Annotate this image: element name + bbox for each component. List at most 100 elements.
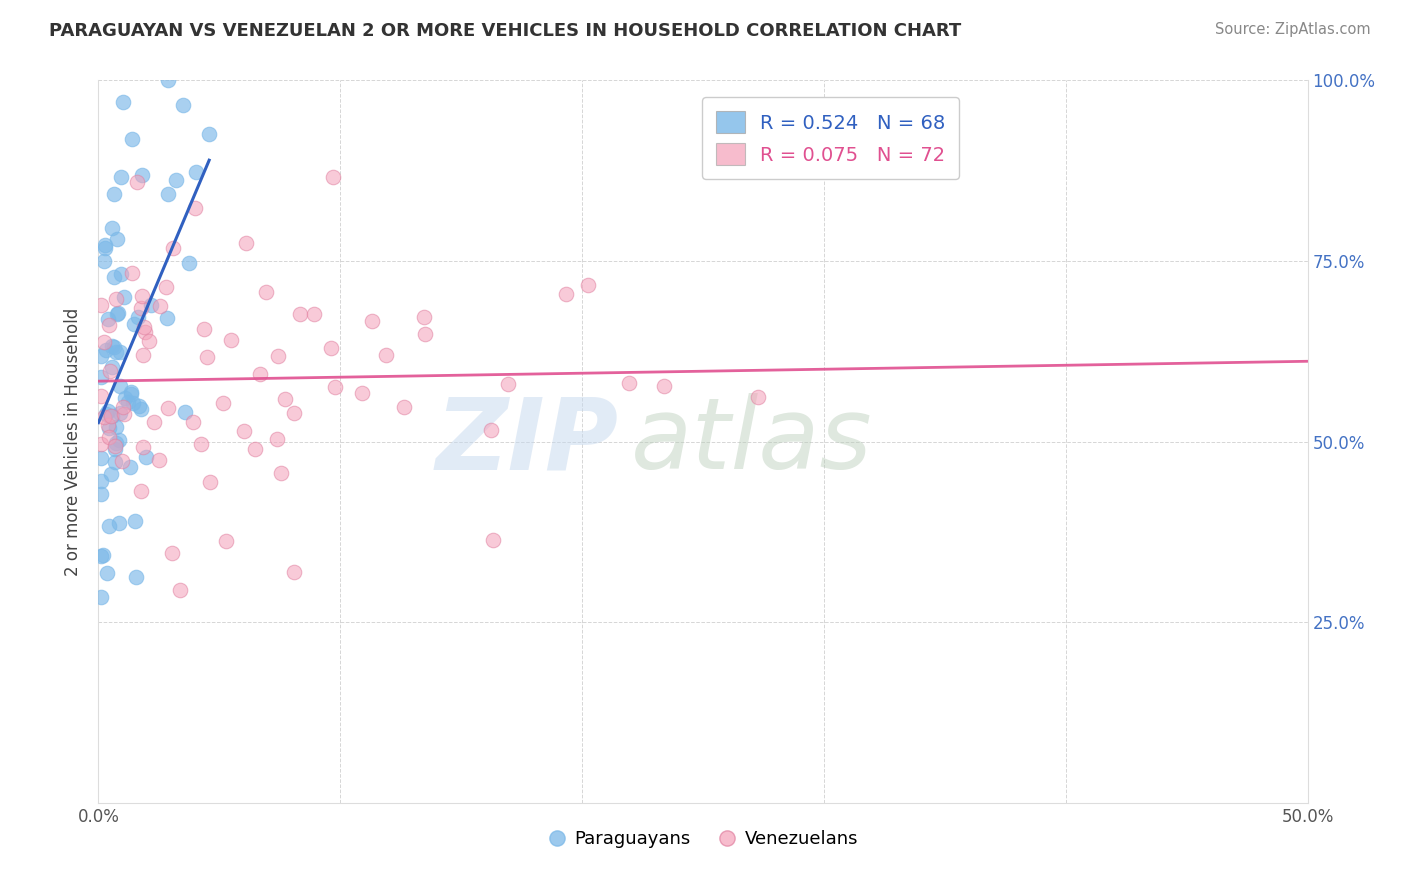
- Point: [128, 399, 150, 413]
- Point: [107, 434, 129, 448]
- Point: [98, 318, 121, 332]
- Text: atlas: atlas: [630, 393, 872, 490]
- Point: [132, 440, 155, 454]
- Point: [323, 380, 346, 394]
- Point: [481, 533, 503, 547]
- Point: [98, 420, 121, 434]
- Point: [90, 450, 112, 465]
- Point: [111, 453, 134, 467]
- Point: [288, 307, 311, 321]
- Point: [193, 322, 215, 336]
- Point: [90, 389, 112, 403]
- Point: [100, 467, 122, 481]
- Point: [319, 341, 342, 355]
- Point: [108, 345, 131, 359]
- Point: [103, 187, 125, 202]
- Point: [101, 338, 124, 352]
- Point: [108, 379, 131, 393]
- Y-axis label: 2 or more Vehicles in Household: 2 or more Vehicles in Household: [65, 308, 83, 575]
- Point: [198, 128, 221, 142]
- Point: [184, 165, 207, 179]
- Point: [110, 268, 132, 282]
- Point: [266, 349, 288, 363]
- Point: [283, 407, 305, 421]
- Point: [479, 424, 502, 438]
- Point: [90, 369, 112, 384]
- Point: [555, 287, 578, 301]
- Point: [233, 424, 256, 438]
- Point: [103, 455, 125, 469]
- Point: [90, 297, 112, 311]
- Point: [104, 436, 127, 450]
- Point: [174, 405, 197, 419]
- Point: [94, 343, 117, 358]
- Point: [322, 169, 344, 184]
- Point: [101, 220, 124, 235]
- Point: [212, 396, 235, 410]
- Point: [93, 253, 115, 268]
- Point: [375, 348, 398, 362]
- Point: [392, 400, 415, 414]
- Point: [90, 549, 112, 563]
- Point: [360, 314, 382, 328]
- Point: [143, 415, 166, 429]
- Point: [114, 290, 136, 304]
- Point: [103, 340, 125, 354]
- Point: [90, 487, 112, 501]
- Point: [132, 348, 155, 362]
- Point: [131, 168, 153, 182]
- Point: [131, 289, 153, 303]
- Point: [104, 420, 127, 434]
- Point: [103, 270, 125, 285]
- Point: [94, 241, 117, 255]
- Point: [96, 566, 118, 581]
- Point: [156, 310, 179, 325]
- Point: [412, 310, 434, 325]
- Point: [110, 170, 132, 185]
- Point: [117, 394, 139, 409]
- Point: [195, 350, 218, 364]
- Point: [121, 266, 143, 280]
- Point: [157, 187, 180, 202]
- Point: [108, 406, 131, 420]
- Point: [124, 514, 146, 528]
- Point: [747, 390, 769, 404]
- Point: [114, 391, 136, 405]
- Point: [97, 311, 120, 326]
- Point: [91, 548, 114, 562]
- Point: [112, 407, 135, 421]
- Point: [172, 98, 194, 112]
- Point: [122, 396, 145, 410]
- Point: [107, 305, 129, 319]
- Point: [576, 278, 599, 293]
- Point: [165, 173, 187, 187]
- Legend: Paraguayans, Venezuelans: Paraguayans, Venezuelans: [540, 822, 866, 855]
- Point: [283, 565, 305, 579]
- Point: [104, 442, 127, 456]
- Point: [274, 392, 297, 407]
- Point: [105, 232, 128, 246]
- Point: [190, 436, 212, 450]
- Point: [98, 518, 121, 533]
- Point: [135, 450, 157, 465]
- Point: [90, 437, 112, 451]
- Point: [120, 384, 142, 399]
- Point: [97, 417, 120, 432]
- Point: [105, 345, 128, 359]
- Point: [219, 334, 242, 348]
- Point: [350, 386, 373, 401]
- Point: [90, 474, 112, 488]
- Point: [120, 387, 142, 401]
- Point: [107, 516, 129, 530]
- Point: [200, 475, 222, 490]
- Point: [127, 310, 149, 324]
- Text: PARAGUAYAN VS VENEZUELAN 2 OR MORE VEHICLES IN HOUSEHOLD CORRELATION CHART: PARAGUAYAN VS VENEZUELAN 2 OR MORE VEHIC…: [49, 22, 962, 40]
- Point: [105, 292, 128, 306]
- Point: [617, 376, 640, 390]
- Point: [134, 320, 156, 334]
- Text: ZIP: ZIP: [436, 393, 619, 490]
- Point: [177, 256, 200, 270]
- Point: [413, 326, 436, 341]
- Point: [94, 238, 117, 252]
- Point: [100, 409, 122, 423]
